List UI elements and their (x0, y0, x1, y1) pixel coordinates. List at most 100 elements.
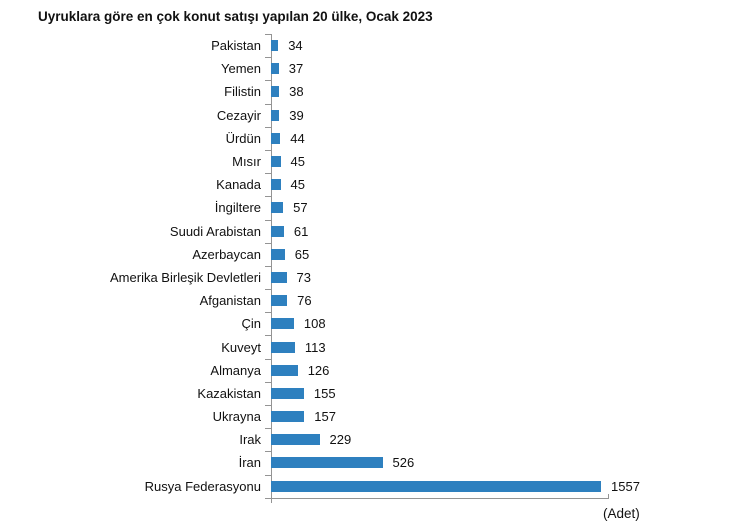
bar (271, 271, 287, 283)
bar-row: Mısır 45 (36, 149, 750, 173)
bar (271, 248, 285, 260)
category-label: Almanya (210, 362, 261, 378)
bar-cell: 57 (265, 196, 609, 219)
bar (271, 109, 280, 121)
category-label: Çin (241, 316, 261, 332)
bar-cell: 113 (265, 335, 609, 358)
bar-row: Kanada 45 (36, 173, 750, 196)
category-label: Pakistan (211, 38, 261, 54)
bar-cell: 61 (265, 219, 609, 243)
bar-row: Rusya Federasyonu 1557 (36, 474, 750, 498)
bar (271, 387, 304, 399)
value-label: 157 (314, 409, 336, 425)
category-label: Rusya Federasyonu (144, 478, 261, 494)
plot-area: Pakistan 34 Yemen 37 Filistin 38 Cezayir… (36, 34, 750, 498)
bar-cell: 38 (265, 80, 609, 103)
value-label: 61 (293, 223, 309, 239)
bar (271, 411, 305, 423)
value-label: 108 (303, 316, 326, 332)
bar-cell: 108 (265, 312, 609, 335)
bar-row: Azerbaycan 65 (36, 242, 750, 266)
bar-row: İngiltere 57 (36, 196, 750, 219)
value-label: 155 (313, 385, 336, 401)
bar-row: Ukrayna 157 (36, 405, 750, 428)
bar-cell: 155 (265, 381, 609, 405)
category-label: Ukrayna (212, 409, 261, 425)
bar-cell: 126 (265, 358, 609, 382)
value-label: 45 (290, 154, 305, 170)
bar-cell: 45 (265, 149, 609, 173)
bar-cell: 37 (265, 57, 609, 80)
bar-row: Kuveyt 113 (36, 335, 750, 358)
value-label: 45 (290, 177, 305, 193)
bar-cell: 44 (265, 126, 609, 150)
value-label: 34 (288, 38, 303, 54)
x-axis (265, 493, 609, 503)
y-axis (271, 34, 272, 498)
bar-cell: 65 (265, 242, 609, 266)
bar-row: Cezayir 39 (36, 103, 750, 127)
bar-row: Filistin 38 (36, 80, 750, 103)
bar (271, 457, 383, 469)
bar (271, 132, 281, 144)
value-label: 113 (304, 339, 326, 355)
bar-cell: 39 (265, 103, 609, 127)
bar-row: Pakistan 34 (36, 34, 750, 57)
category-label: Filistin (224, 84, 261, 100)
category-label: Amerika Birleşik Devletleri (110, 269, 261, 285)
bar-row: Kazakistan 155 (36, 381, 750, 405)
bar-cell: 229 (265, 428, 609, 451)
bar-cell: 34 (265, 34, 609, 57)
value-label: 57 (293, 200, 308, 216)
category-label: Suudi Arabistan (169, 223, 261, 239)
bar (271, 225, 284, 237)
category-label: Kuveyt (221, 339, 261, 355)
value-label: 526 (392, 455, 415, 471)
bar (271, 156, 281, 168)
value-label: 126 (307, 362, 330, 378)
category-label: Afganistan (199, 293, 261, 309)
value-label: 73 (296, 269, 311, 285)
category-label: Kanada (216, 177, 261, 193)
bar-row: Amerika Birleşik Devletleri 73 (36, 265, 750, 289)
bar (271, 295, 288, 307)
bar-cell: 526 (265, 451, 609, 474)
category-label: Cezayir (216, 107, 261, 123)
category-label: Mısır (232, 154, 261, 170)
bar-cell: 73 (265, 265, 609, 289)
value-label: 65 (294, 246, 310, 262)
bar (271, 480, 601, 492)
bar-row: Ürdün 44 (36, 126, 750, 150)
bar-cell: 76 (265, 289, 609, 312)
bar-row: Yemen 37 (36, 57, 750, 80)
category-label: İran (238, 455, 261, 471)
bar-row: Almanya 126 (36, 358, 750, 382)
bar (271, 318, 294, 330)
category-label: Yemen (221, 61, 261, 77)
bar-cell: 45 (265, 173, 609, 196)
value-label: 39 (289, 107, 304, 123)
category-label: Ürdün (225, 130, 261, 146)
bar (271, 86, 280, 98)
value-label: 44 (290, 130, 305, 146)
chart-title: Uyruklara göre en çok konut satışı yapıl… (38, 9, 433, 24)
value-label: 229 (329, 432, 352, 448)
bar (271, 179, 281, 191)
bar-row: Irak 229 (36, 428, 750, 451)
bar (271, 63, 279, 75)
bar-row: İran 526 (36, 451, 750, 474)
bar (271, 202, 284, 214)
category-label: Azerbaycan (192, 246, 261, 262)
category-label: Kazakistan (197, 385, 261, 401)
bar (271, 40, 279, 52)
bar (271, 434, 320, 446)
bar (271, 364, 298, 376)
unit-label: (Adet) (603, 505, 640, 521)
bar-row: Afganistan 76 (36, 289, 750, 312)
bar-cell: 157 (265, 405, 609, 428)
value-label: 76 (297, 293, 312, 309)
category-label: İngiltere (214, 200, 261, 216)
value-label: 1557 (611, 478, 640, 494)
category-label: Irak (239, 432, 261, 448)
bar (271, 341, 295, 353)
